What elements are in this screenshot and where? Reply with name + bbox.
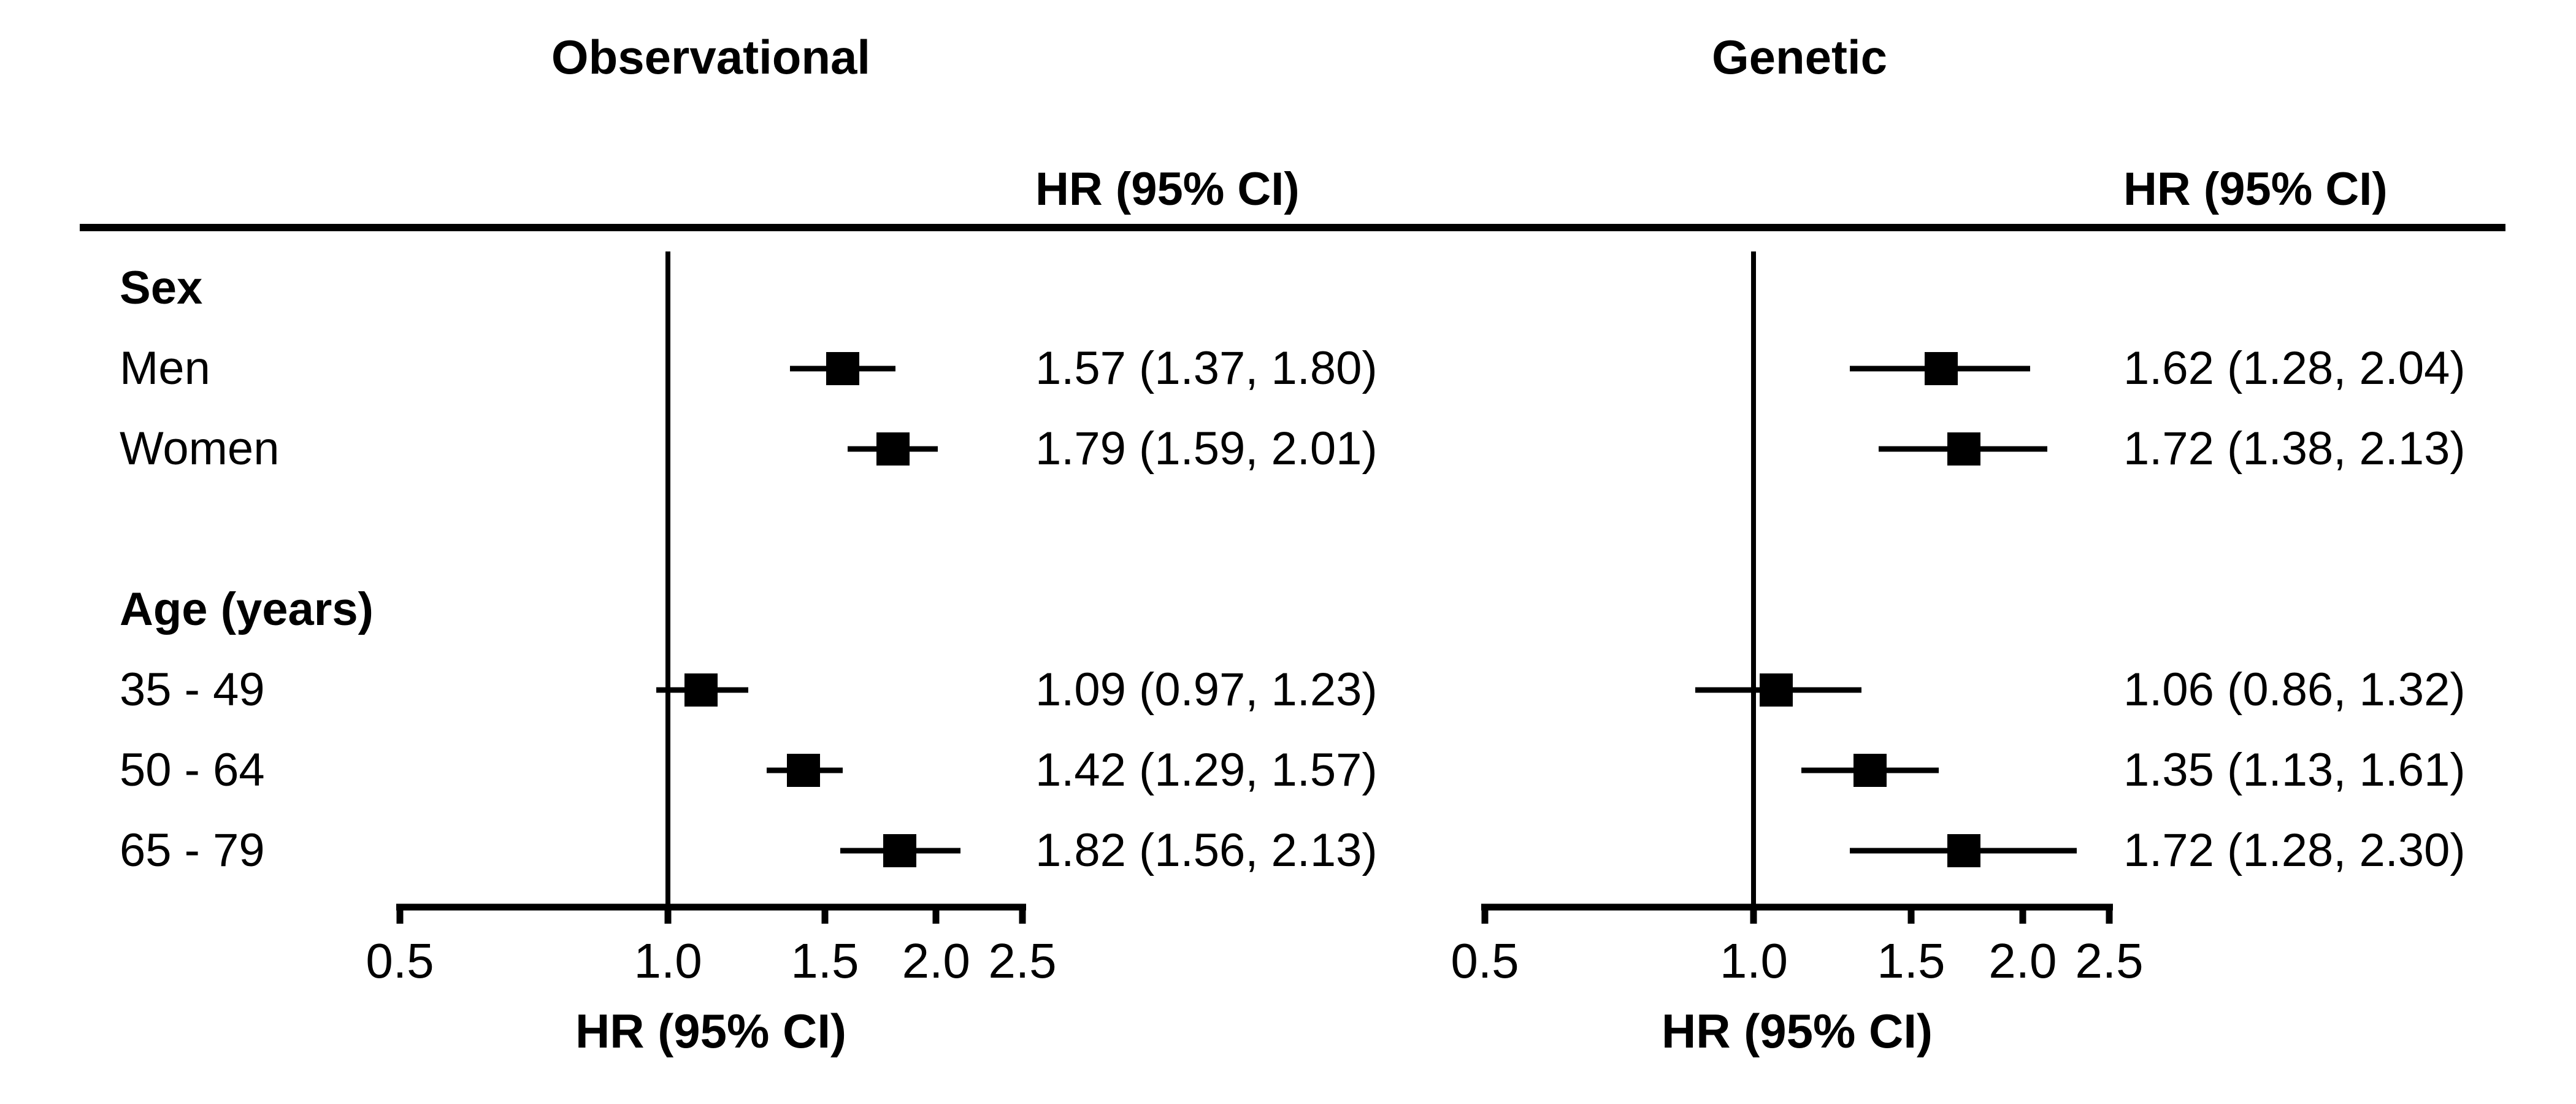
row-label-women: Women: [120, 423, 280, 475]
genetic-tick-label-0.5: 0.5: [1451, 933, 1519, 988]
genetic-point-estimate-50-64: [1853, 754, 1887, 787]
observational-hr-value-65-79: 1.82 (1.56, 2.13): [1035, 824, 1378, 876]
genetic-tick-label-2.5: 2.5: [2075, 933, 2144, 988]
genetic-hr-value-men: 1.62 (1.28, 2.04): [2123, 342, 2466, 394]
genetic-axis-tick-1.0: [1750, 904, 1757, 924]
genetic-tick-label-1.5: 1.5: [1877, 933, 1945, 988]
genetic-hr-column-header: HR (95% CI): [2123, 163, 2388, 215]
observational-point-estimate-50-64: [787, 754, 821, 787]
genetic-reference-line: [1751, 251, 1757, 910]
genetic-point-estimate-35-49: [1760, 673, 1793, 707]
genetic-hr-value-65-79: 1.72 (1.28, 2.30): [2123, 824, 2466, 876]
observational-tick-label-1.0: 1.0: [634, 933, 702, 988]
row-label-age-years: Age (years): [120, 583, 374, 635]
genetic-point-estimate-65-79: [1947, 834, 1981, 867]
genetic-axis-tick-2.5: [2106, 904, 2113, 924]
genetic-axis-tick-1.5: [1907, 904, 1915, 924]
row-label-35-49: 35 - 49: [120, 664, 265, 716]
row-label-sex: Sex: [120, 262, 203, 314]
row-label-50-64: 50 - 64: [120, 744, 265, 796]
genetic-axis-label: HR (95% CI): [1661, 1004, 1933, 1058]
observational-tick-label-0.5: 0.5: [366, 933, 434, 988]
observational-hr-value-50-64: 1.42 (1.29, 1.57): [1035, 744, 1378, 796]
genetic-axis-tick-2.0: [2019, 904, 2026, 924]
observational-point-estimate-women: [876, 432, 910, 466]
row-label-men: Men: [120, 342, 210, 394]
genetic-point-estimate-men: [1924, 352, 1958, 385]
observational-tick-label-2.0: 2.0: [902, 933, 970, 988]
genetic-hr-value-50-64: 1.35 (1.13, 1.61): [2123, 744, 2466, 796]
row-label-65-79: 65 - 79: [120, 824, 265, 876]
observational-axis-line: [396, 903, 1026, 911]
observational-axis-tick-1.0: [664, 904, 672, 924]
genetic-hr-value-women: 1.72 (1.38, 2.13): [2123, 423, 2466, 475]
genetic-tick-label-1.0: 1.0: [1719, 933, 1788, 988]
observational-point-estimate-men: [826, 352, 859, 385]
observational-hr-value-men: 1.57 (1.37, 1.80): [1035, 342, 1378, 394]
header-divider-line: [80, 224, 2505, 231]
observational-axis-tick-2.0: [932, 904, 940, 924]
observational-reference-line: [665, 251, 671, 910]
genetic-axis-tick-0.5: [1481, 904, 1489, 924]
observational-hr-value-35-49: 1.09 (0.97, 1.23): [1035, 664, 1378, 716]
observational-hr-column-header: HR (95% CI): [1035, 163, 1300, 215]
observational-axis-tick-2.5: [1019, 904, 1026, 924]
genetic-axis-line: [1481, 903, 2113, 911]
genetic-tick-label-2.0: 2.0: [1988, 933, 2057, 988]
genetic-point-estimate-women: [1947, 432, 1981, 466]
observational-axis-tick-1.5: [821, 904, 829, 924]
observational-axis-tick-0.5: [396, 904, 404, 924]
genetic-hr-value-35-49: 1.06 (0.86, 1.32): [2123, 664, 2466, 716]
panel-title-observational: Observational: [551, 30, 871, 84]
observational-tick-label-1.5: 1.5: [791, 933, 859, 988]
observational-tick-label-2.5: 2.5: [988, 933, 1057, 988]
observational-point-estimate-65-79: [883, 834, 916, 867]
observational-point-estimate-35-49: [684, 673, 718, 707]
panel-title-genetic: Genetic: [1711, 30, 1888, 84]
observational-axis-label: HR (95% CI): [575, 1004, 847, 1058]
observational-hr-value-women: 1.79 (1.59, 2.01): [1035, 423, 1378, 475]
